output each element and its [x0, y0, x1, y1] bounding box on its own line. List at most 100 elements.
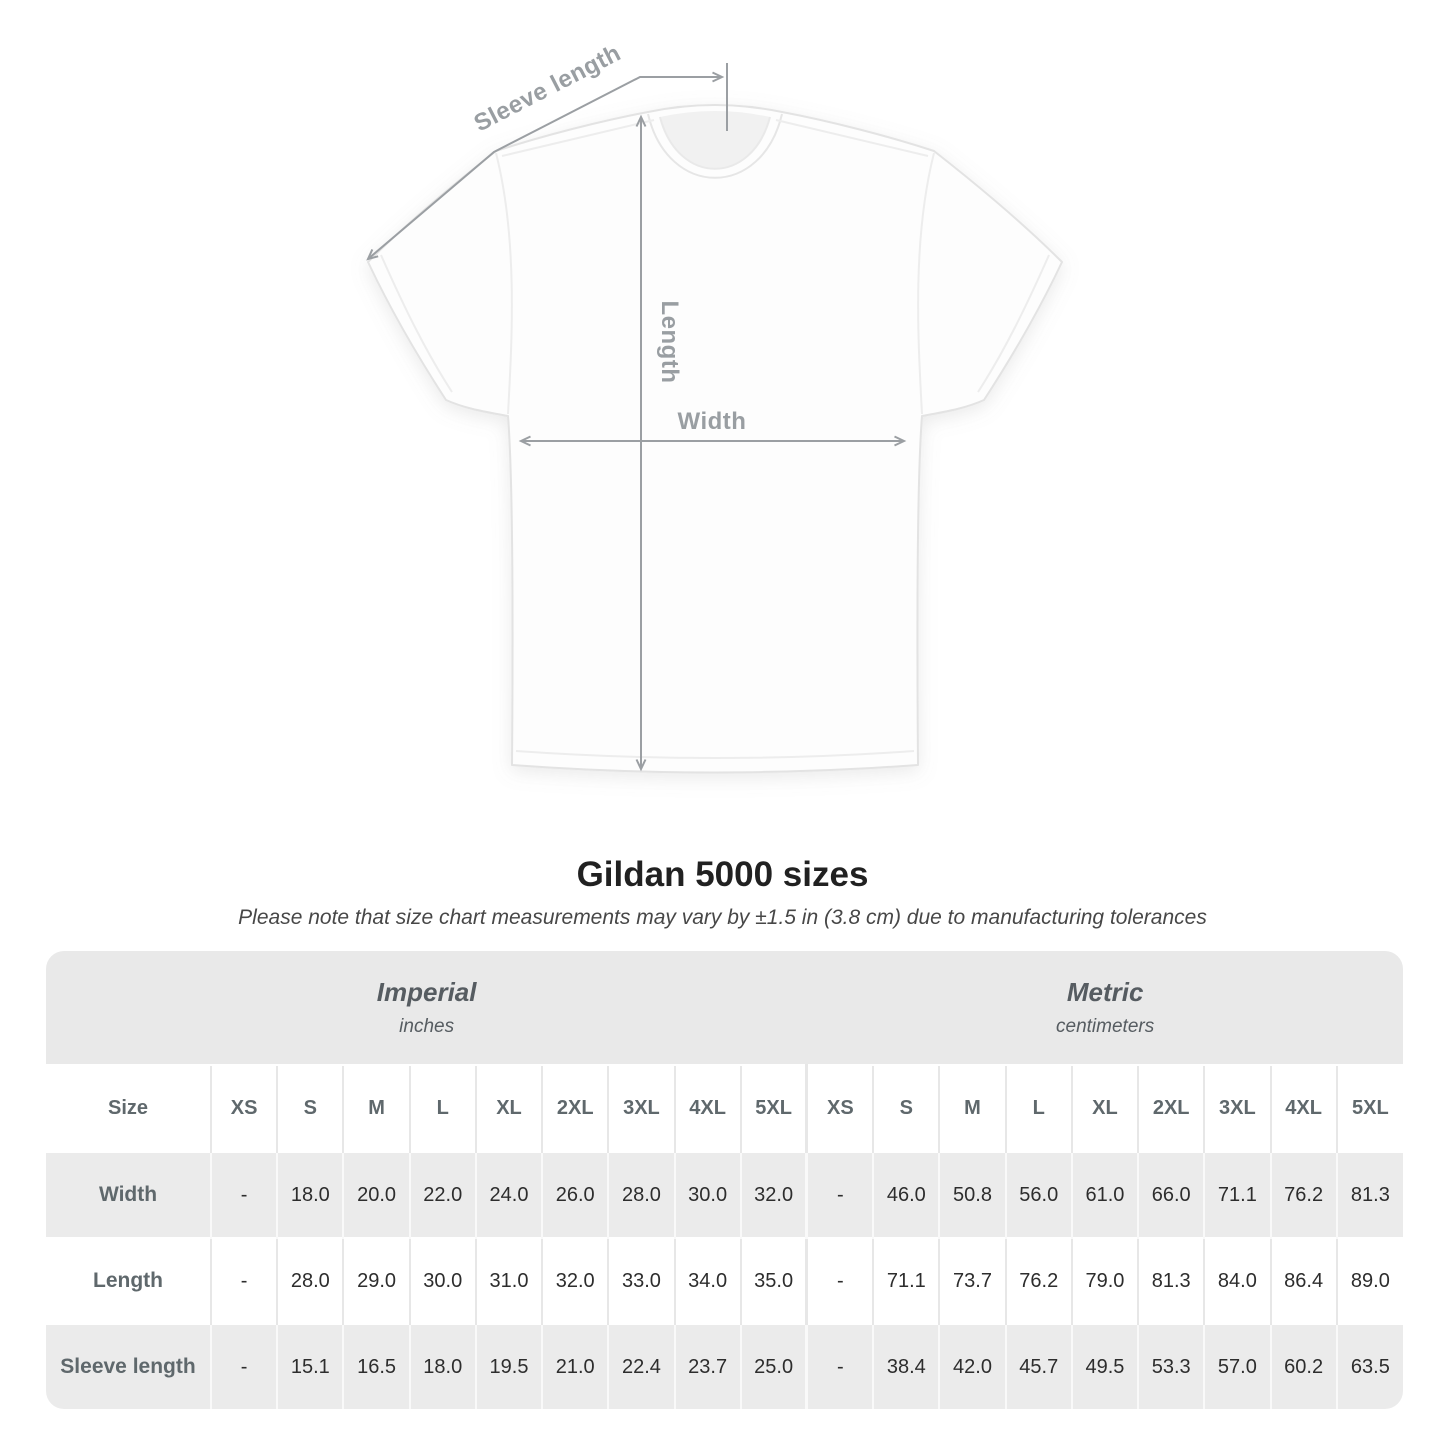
value-cell: 79.0	[1070, 1237, 1139, 1324]
sleeve-length-arrow	[366, 71, 725, 261]
value-cell: 18.0	[276, 1151, 344, 1238]
size-table-body: Width -18.0 20.0 22.0 24.0 26.0 28.0 30.0 32.0-4…	[46, 1151, 1403, 1409]
value-cell: 46.0	[872, 1151, 940, 1238]
value-cell: 66.0	[1137, 1151, 1205, 1238]
tshirt-measurement-diagram: Sleeve length Length Width	[366, 39, 1063, 774]
size-table: Imperial inches Metric centimeters Size	[46, 951, 1403, 1409]
value-cell: -	[209, 1151, 278, 1238]
value-cell: 81.3	[1137, 1237, 1205, 1324]
value-cell: 35.0	[739, 1237, 807, 1324]
value-cell: 29.0	[342, 1237, 410, 1324]
size-column-header: L	[408, 1064, 476, 1152]
value-cell: 42.0	[938, 1323, 1006, 1409]
value-cell: 60.2	[1269, 1323, 1337, 1409]
value-cell: 73.7	[938, 1237, 1006, 1324]
size-corner-header: Size	[46, 1064, 211, 1152]
value-cell: 21.0	[541, 1323, 609, 1409]
measurement-row: Length -28.0 29.0 30.0 31.0 32.0 33.0 34.0 35.0-…	[46, 1237, 1403, 1324]
value-cell: 86.4	[1269, 1237, 1337, 1324]
imperial-label: Imperial	[376, 977, 477, 1007]
value-cell: 50.8	[938, 1151, 1006, 1238]
size-column-header: XL	[474, 1064, 543, 1152]
value-cell: 23.7	[673, 1323, 741, 1409]
value-cell: 31.0	[474, 1237, 543, 1324]
size-column-header: 2XL	[1137, 1064, 1205, 1152]
size-column-header: 4XL	[673, 1064, 741, 1152]
size-column-header: XS	[209, 1064, 278, 1152]
value-cell: 63.5	[1335, 1323, 1403, 1409]
value-cell: 16.5	[342, 1323, 410, 1409]
units-band-row: Imperial inches Metric centimeters	[46, 951, 1403, 1065]
size-column-header: 2XL	[541, 1064, 609, 1152]
metric-unit: centimeters	[1056, 1016, 1155, 1037]
size-column-header: 4XL	[1269, 1064, 1337, 1152]
page-title: Gildan 5000 sizes	[576, 855, 869, 894]
tshirt-illustration	[367, 104, 1063, 774]
value-cell: -	[209, 1237, 278, 1324]
value-cell: 53.3	[1137, 1323, 1205, 1409]
value-cell: -	[805, 1237, 874, 1324]
measurement-arrows	[366, 63, 907, 772]
value-cell: 84.0	[1203, 1237, 1271, 1324]
value-cell: 49.5	[1070, 1323, 1139, 1409]
value-cell: 45.7	[1004, 1323, 1072, 1409]
size-column-header: XL	[1070, 1064, 1139, 1152]
size-column-header: 5XL	[1335, 1064, 1403, 1152]
value-cell: 32.0	[739, 1151, 807, 1238]
value-cell: 56.0	[1004, 1151, 1072, 1238]
tolerance-note: Please note that size chart measurements…	[238, 906, 1207, 929]
size-column-header: S	[872, 1064, 940, 1152]
size-column-header: XS	[805, 1064, 874, 1152]
value-cell: -	[805, 1323, 874, 1409]
imperial-unit: inches	[399, 1016, 455, 1037]
value-cell: 81.3	[1335, 1151, 1403, 1238]
width-label: Width	[678, 408, 747, 435]
value-cell: 25.0	[739, 1323, 807, 1409]
value-cell: 26.0	[541, 1151, 609, 1238]
metric-section-header: Metric centimeters	[807, 977, 1403, 1038]
size-column-header: L	[1004, 1064, 1072, 1152]
size-column-header: M	[938, 1064, 1006, 1152]
value-cell: 24.0	[474, 1151, 543, 1238]
row-label: Width	[46, 1151, 211, 1238]
value-cell: 32.0	[541, 1237, 609, 1324]
value-cell: 76.2	[1269, 1151, 1337, 1238]
value-cell: 18.0	[408, 1323, 476, 1409]
value-cell: 30.0	[673, 1151, 741, 1238]
sizes-header-row: Size XS S M L XL 2XL 3XL 4XL 5XL XS S M L XL 2XL 3XL 4XL…	[46, 1064, 1403, 1152]
length-label: Length	[656, 301, 683, 384]
value-cell: 89.0	[1335, 1237, 1403, 1324]
value-cell: 57.0	[1203, 1323, 1271, 1409]
value-cell: 30.0	[408, 1237, 476, 1324]
metric-label: Metric	[1066, 977, 1144, 1007]
value-cell: 61.0	[1070, 1151, 1139, 1238]
value-cell: 28.0	[607, 1151, 675, 1238]
value-cell: 76.2	[1004, 1237, 1072, 1324]
row-label: Length	[46, 1237, 211, 1324]
row-label: Sleeve length	[46, 1323, 211, 1409]
size-column-header: 3XL	[1203, 1064, 1271, 1152]
units-band: Imperial inches Metric centimeters	[46, 951, 1403, 1065]
value-cell: 71.1	[1203, 1151, 1271, 1238]
value-cell: 28.0	[276, 1237, 344, 1324]
value-cell: 33.0	[607, 1237, 675, 1324]
size-table-container: Imperial inches Metric centimeters Size	[46, 951, 1403, 1409]
size-column-header: S	[276, 1064, 344, 1152]
value-cell: 22.4	[607, 1323, 675, 1409]
value-cell: -	[209, 1323, 278, 1409]
measurement-row: Width -18.0 20.0 22.0 24.0 26.0 28.0 30.0 32.0-4…	[46, 1151, 1403, 1238]
value-cell: 38.4	[872, 1323, 940, 1409]
value-cell: 20.0	[342, 1151, 410, 1238]
imperial-section-header: Imperial inches	[46, 977, 807, 1038]
measurement-row: Sleeve length -15.1 16.5 18.0 19.5 21.0 22.4 23…	[46, 1323, 1403, 1409]
size-column-header: 5XL	[739, 1064, 807, 1152]
value-cell: 34.0	[673, 1237, 741, 1324]
size-column-header: M	[342, 1064, 410, 1152]
value-cell: -	[805, 1151, 874, 1238]
value-cell: 19.5	[474, 1323, 543, 1409]
size-column-header: 3XL	[607, 1064, 675, 1152]
value-cell: 71.1	[872, 1237, 940, 1324]
value-cell: 15.1	[276, 1323, 344, 1409]
value-cell: 22.0	[408, 1151, 476, 1238]
